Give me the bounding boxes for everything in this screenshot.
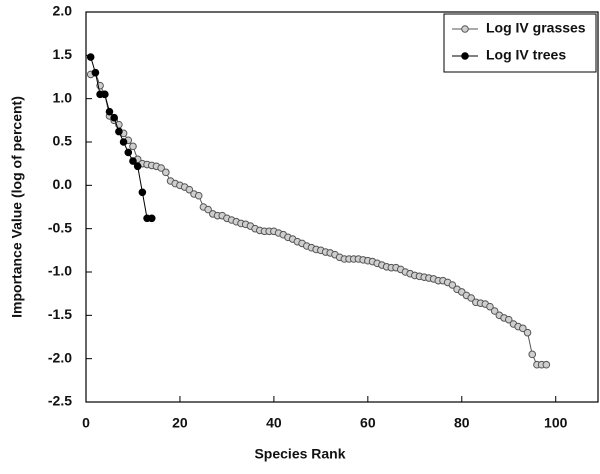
legend-label: Log IV trees bbox=[486, 47, 566, 63]
plot-frame bbox=[85, 11, 599, 403]
x-tick-label: 100 bbox=[544, 415, 568, 431]
y-tick-label: 0.5 bbox=[53, 133, 73, 149]
y-tick-label: 2.0 bbox=[53, 3, 73, 19]
y-tick-label: 1.5 bbox=[53, 46, 73, 62]
data-point bbox=[467, 294, 475, 302]
data-point bbox=[486, 302, 494, 311]
data-point bbox=[194, 191, 203, 200]
data-point bbox=[138, 188, 147, 197]
y-tick-label: -2.5 bbox=[48, 393, 72, 409]
data-point bbox=[504, 315, 513, 324]
data-point bbox=[100, 90, 109, 99]
y-axis-label: Importance Value (log of percent) bbox=[9, 96, 25, 318]
x-tick-label: 20 bbox=[172, 415, 188, 431]
data-point bbox=[129, 157, 137, 165]
y-tick-label: 1.0 bbox=[53, 89, 73, 105]
x-tick-label: 0 bbox=[82, 415, 90, 431]
data-point bbox=[157, 164, 165, 172]
data-point bbox=[542, 360, 551, 369]
y-tick-label: 0.0 bbox=[53, 176, 73, 192]
legend-box bbox=[443, 13, 597, 73]
data-point bbox=[133, 162, 142, 171]
data-point bbox=[115, 127, 123, 136]
data-point bbox=[448, 281, 457, 289]
x-tick-label: 40 bbox=[266, 415, 282, 431]
y-tick-label: -2.0 bbox=[48, 349, 72, 365]
data-point bbox=[490, 307, 499, 315]
y-tick-label: -1.0 bbox=[48, 263, 72, 279]
series-line bbox=[90, 72, 547, 366]
y-tick-label: -0.5 bbox=[48, 219, 72, 235]
data-point bbox=[523, 328, 532, 337]
data-point bbox=[86, 53, 95, 61]
data-point bbox=[119, 138, 128, 146]
data-point bbox=[528, 350, 537, 359]
legend-marker bbox=[461, 25, 469, 33]
data-point bbox=[91, 68, 100, 77]
data-point bbox=[147, 214, 156, 223]
data-point bbox=[185, 185, 194, 194]
data-point bbox=[105, 107, 114, 116]
data-point bbox=[519, 324, 527, 333]
data-point bbox=[124, 148, 133, 157]
data-point bbox=[110, 113, 118, 122]
x-axis-label: Species Rank bbox=[254, 446, 345, 462]
legend-marker bbox=[461, 52, 469, 60]
data-point bbox=[162, 168, 170, 177]
data-point bbox=[204, 205, 212, 214]
data-point bbox=[129, 142, 137, 151]
legend-label: Log IV grasses bbox=[486, 20, 586, 36]
y-tick-label: -1.5 bbox=[48, 306, 72, 322]
x-tick-label: 80 bbox=[454, 415, 470, 431]
x-tick-label: 60 bbox=[360, 415, 376, 431]
